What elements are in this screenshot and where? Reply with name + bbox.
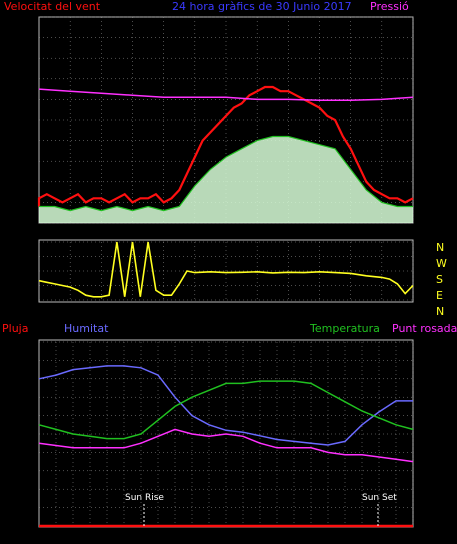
compass-n-bottom: N bbox=[436, 305, 444, 318]
humidity-line bbox=[38, 365, 413, 446]
chart-title: 24 hora gràfics de 30 Junio 2017 bbox=[172, 0, 352, 13]
direction-series-group bbox=[38, 241, 414, 298]
wind-speed-label: Velocitat del vent bbox=[4, 0, 101, 13]
dewpoint-label: Punt rosada bbox=[392, 322, 457, 335]
compass-w: W bbox=[436, 257, 447, 270]
sunset-label: Sun Set bbox=[362, 493, 397, 503]
compass-s: S bbox=[436, 273, 443, 286]
compass-n-top: N bbox=[436, 241, 444, 254]
direction-grid bbox=[39, 241, 414, 301]
wind-direction-panel bbox=[38, 239, 414, 303]
direction-line bbox=[38, 241, 414, 298]
avg-wind-line bbox=[39, 135, 413, 212]
wind-speed-line bbox=[37, 85, 414, 207]
temperature-humidity-panel bbox=[38, 339, 414, 528]
pressure-line bbox=[38, 88, 414, 101]
compass-e: E bbox=[436, 289, 443, 302]
temperature-line bbox=[38, 380, 414, 440]
wind-series-group bbox=[37, 85, 414, 223]
temp-series-group bbox=[38, 365, 414, 528]
pressure-label: Pressió bbox=[370, 0, 409, 13]
dewpoint-line bbox=[38, 428, 414, 463]
humidity-label: Humitat bbox=[64, 322, 109, 335]
wind-pressure-panel bbox=[37, 16, 414, 224]
temperature-label: Temperatura bbox=[309, 322, 380, 335]
rain-label: Pluja bbox=[2, 322, 28, 335]
sunrise-label: Sun Rise bbox=[125, 493, 164, 503]
avg-wind-fill bbox=[39, 136, 413, 223]
compass-labels: N W S E N bbox=[436, 241, 447, 318]
